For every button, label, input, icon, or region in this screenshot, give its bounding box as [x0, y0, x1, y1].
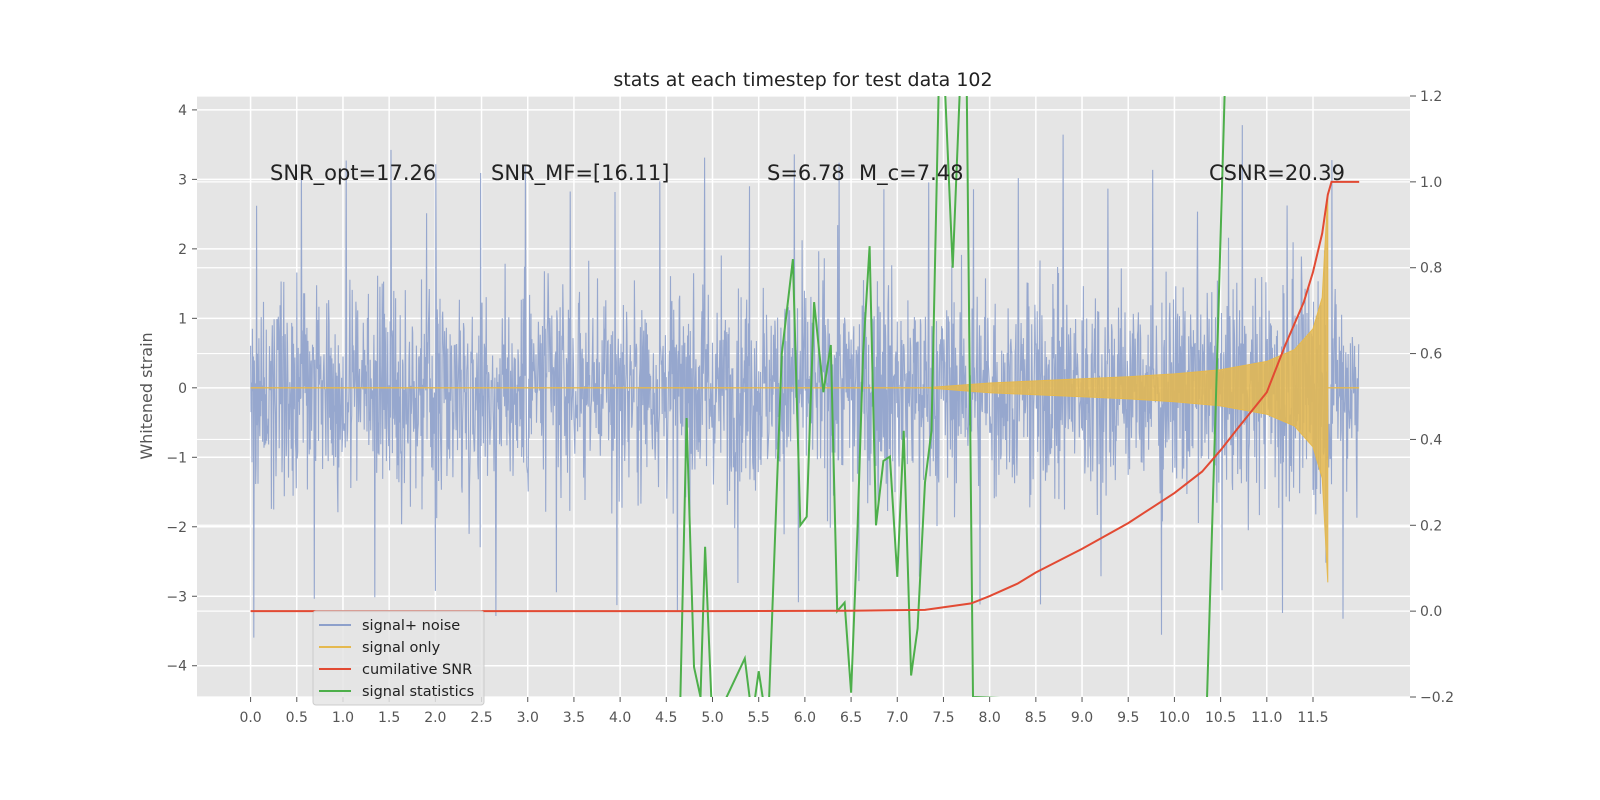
x-tick-label: 0.0: [239, 710, 261, 726]
y-tick-label: 0: [178, 381, 187, 397]
legend-box: [312, 610, 485, 706]
x-tick-label: 1.5: [378, 710, 400, 726]
annotation-text: CSNR=20.39: [1209, 161, 1345, 185]
x-tick-label: 3.0: [517, 710, 539, 726]
x-tick-label: 8.0: [979, 710, 1001, 726]
y-tick-label: 2: [178, 242, 187, 258]
x-tick-label: 4.0: [609, 710, 631, 726]
legend-label: signal only: [362, 640, 441, 656]
right-y-axis-ticks: −0.2 0.0 0.2 0.4 0.6 0.8 1.0 1.2: [1410, 89, 1454, 706]
y-tick-label: 4: [178, 103, 187, 119]
y-right-tick-label: 0.2: [1420, 518, 1442, 534]
y-tick-label: 1: [178, 311, 187, 327]
x-tick-label: 8.5: [1025, 710, 1047, 726]
legend-label: signal+ noise: [362, 618, 460, 634]
cumulative-snr-line: [250, 180, 1360, 613]
x-tick-label: 7.5: [932, 710, 954, 726]
y-right-tick-label: 0.4: [1420, 432, 1442, 448]
x-tick-label: 9.0: [1071, 710, 1093, 726]
y-right-tick-label: 1.2: [1420, 89, 1442, 105]
x-tick-label: 0.5: [286, 710, 308, 726]
y-tick-label: −4: [166, 659, 187, 675]
chart-title: stats at each timestep for test data 102: [613, 69, 992, 91]
x-tick-label: 5.0: [701, 710, 723, 726]
signal-plus-noise-series: [250, 125, 1360, 638]
y-tick-label: −2: [166, 520, 187, 536]
legend-label: cumilative SNR: [362, 662, 472, 678]
annotations: SNR_opt=17.26 SNR_MF=[16.11] S=6.78 M_c=7.4…: [270, 161, 1345, 186]
x-tick-label: 11.5: [1297, 710, 1328, 726]
y-axis-label: Whitened strain: [137, 332, 156, 459]
y-right-tick-label: 0.0: [1420, 604, 1442, 620]
signal-plus-noise-line: [250, 125, 1360, 638]
x-tick-label: 1.0: [332, 710, 354, 726]
legend: signal+ noise signal only cumilative SNR si…: [312, 610, 485, 706]
x-tick-label: 7.0: [886, 710, 908, 726]
x-tick-label: 10.5: [1205, 710, 1236, 726]
annotation-text: SNR_MF=[16.11]: [491, 161, 669, 186]
x-axis-ticks: 0.0 0.5 1.0 1.5 2.0 2.5 3.0 3.5 4.0 4.5 5.0 5.5 6.0 6…: [239, 697, 1329, 726]
x-tick-label: 9.5: [1117, 710, 1139, 726]
overlay-series: [250, 96, 1360, 697]
signal-only-series: [250, 193, 1360, 583]
y-right-tick-label: 0.6: [1420, 347, 1442, 363]
y-right-tick-label: 1.0: [1420, 175, 1442, 191]
x-tick-label: 6.0: [794, 710, 816, 726]
y-tick-label: −1: [166, 450, 187, 466]
annotation-text: S=6.78: [767, 161, 845, 185]
x-tick-label: 11.0: [1251, 710, 1282, 726]
x-tick-label: 2.5: [470, 710, 492, 726]
y-tick-label: 3: [178, 172, 187, 188]
annotation-text: SNR_opt=17.26: [270, 161, 436, 186]
x-tick-label: 2.0: [424, 710, 446, 726]
signal-statistics-line: [679, 96, 1226, 697]
x-tick-label: 10.0: [1159, 710, 1190, 726]
x-tick-label: 5.5: [748, 710, 770, 726]
y-tick-label: −3: [166, 589, 187, 605]
x-tick-label: 6.5: [840, 710, 862, 726]
y-right-tick-label: 0.8: [1420, 261, 1442, 277]
left-y-axis-ticks: −4 −3 −2 −1 0 1 2 3 4: [166, 103, 197, 675]
x-tick-label: 4.5: [655, 710, 677, 726]
x-tick-label: 3.5: [563, 710, 585, 726]
annotation-text: M_c=7.48: [859, 161, 964, 186]
y-right-tick-label: −0.2: [1420, 690, 1454, 706]
legend-label: signal statistics: [362, 684, 474, 700]
